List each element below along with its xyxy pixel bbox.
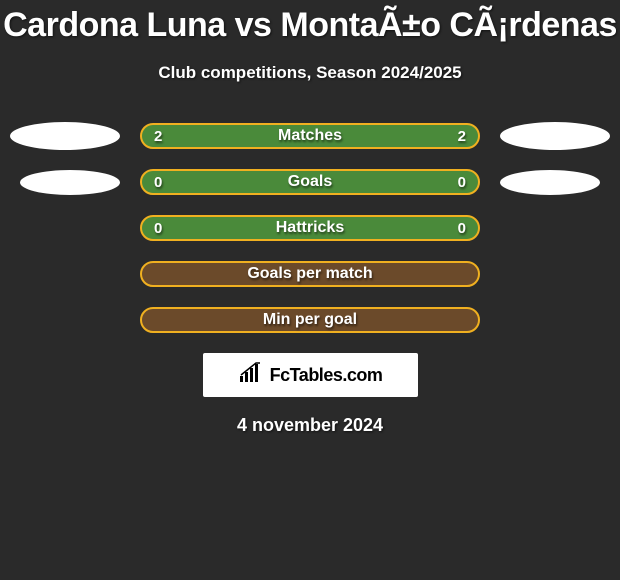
stat-value-right: 0 — [458, 174, 466, 191]
stat-row: 2 Matches 2 — [0, 123, 620, 149]
stat-value-left: 0 — [154, 174, 162, 191]
player-ellipse-right — [500, 122, 610, 150]
stat-bar: 0 Goals 0 — [140, 169, 480, 195]
stat-row: Min per goal — [0, 307, 620, 333]
player-ellipse-left — [10, 122, 120, 150]
stat-label: Goals — [288, 173, 332, 191]
stat-label: Min per goal — [263, 311, 357, 329]
stat-value-right: 0 — [458, 220, 466, 237]
comparison-card: Cardona Luna vs MontaÃ±o CÃ¡rdenas Club … — [0, 0, 620, 580]
date-label: 4 november 2024 — [0, 415, 620, 436]
stat-bar: Min per goal — [140, 307, 480, 333]
stat-row: Goals per match — [0, 261, 620, 287]
player-ellipse-right — [500, 170, 600, 195]
stat-bar: 0 Hattricks 0 — [140, 215, 480, 241]
stat-row: 0 Goals 0 — [0, 169, 620, 195]
stat-value-left: 0 — [154, 220, 162, 237]
chart-icon — [238, 362, 266, 389]
player-ellipse-left — [20, 170, 120, 195]
stat-value-right: 2 — [458, 128, 466, 145]
stat-row: 0 Hattricks 0 — [0, 215, 620, 241]
stat-value-left: 2 — [154, 128, 162, 145]
subtitle: Club competitions, Season 2024/2025 — [0, 63, 620, 83]
stat-label: Hattricks — [276, 219, 344, 237]
stat-label: Goals per match — [247, 265, 372, 283]
stat-bar: Goals per match — [140, 261, 480, 287]
logo-box[interactable]: FcTables.com — [203, 353, 418, 397]
logo-text: FcTables.com — [270, 365, 383, 386]
stat-rows: 2 Matches 2 0 Goals 0 0 Hattricks 0 Goals per mat… — [0, 123, 620, 333]
stat-bar: 2 Matches 2 — [140, 123, 480, 149]
page-title: Cardona Luna vs MontaÃ±o CÃ¡rdenas — [0, 0, 620, 45]
stat-label: Matches — [278, 127, 342, 145]
